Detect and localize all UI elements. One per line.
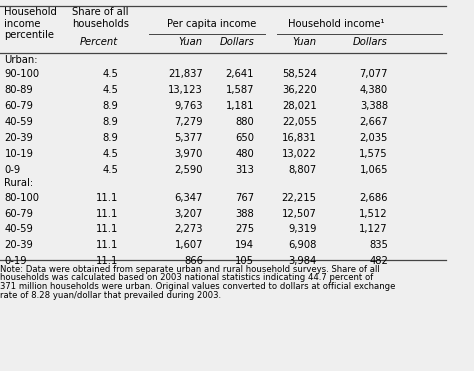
Text: 90-100: 90-100 xyxy=(4,69,40,79)
Text: 2,035: 2,035 xyxy=(360,133,388,143)
Text: 194: 194 xyxy=(235,240,254,250)
Text: 28,021: 28,021 xyxy=(282,101,317,111)
Text: 80-89: 80-89 xyxy=(4,85,33,95)
Text: 866: 866 xyxy=(184,256,203,266)
Text: 60-79: 60-79 xyxy=(4,101,34,111)
Text: 11.1: 11.1 xyxy=(96,240,118,250)
Text: Yuan: Yuan xyxy=(179,37,203,47)
Text: 8,807: 8,807 xyxy=(288,165,317,175)
Text: 2,686: 2,686 xyxy=(359,193,388,203)
Text: 0-19: 0-19 xyxy=(4,256,27,266)
Text: income: income xyxy=(4,19,41,29)
Text: Urban:: Urban: xyxy=(4,55,38,65)
Text: 13,123: 13,123 xyxy=(168,85,203,95)
Text: 4,380: 4,380 xyxy=(360,85,388,95)
Text: 40-59: 40-59 xyxy=(4,224,33,234)
Text: Household: Household xyxy=(4,7,57,17)
Text: 11.1: 11.1 xyxy=(96,256,118,266)
Text: 11.1: 11.1 xyxy=(96,224,118,234)
Text: 11.1: 11.1 xyxy=(96,193,118,203)
Text: 2,667: 2,667 xyxy=(359,117,388,127)
Text: Yuan: Yuan xyxy=(292,37,317,47)
Text: 8.9: 8.9 xyxy=(102,133,118,143)
Text: 8.9: 8.9 xyxy=(102,101,118,111)
Text: 6,347: 6,347 xyxy=(174,193,203,203)
Text: 2,641: 2,641 xyxy=(226,69,254,79)
Text: 3,984: 3,984 xyxy=(288,256,317,266)
Text: 1,587: 1,587 xyxy=(226,85,254,95)
Text: Dollars: Dollars xyxy=(219,37,254,47)
Text: percentile: percentile xyxy=(4,30,55,40)
Text: Rural:: Rural: xyxy=(4,178,34,188)
Text: 1,512: 1,512 xyxy=(359,209,388,219)
Text: 6,908: 6,908 xyxy=(288,240,317,250)
Text: 11.1: 11.1 xyxy=(96,209,118,219)
Text: 40-59: 40-59 xyxy=(4,117,33,127)
Text: 4.5: 4.5 xyxy=(102,149,118,159)
Text: 3,970: 3,970 xyxy=(174,149,203,159)
Text: 12,507: 12,507 xyxy=(282,209,317,219)
Text: 482: 482 xyxy=(369,256,388,266)
Text: Note: Data were obtained from separate urban and rural household surveys. Share : Note: Data were obtained from separate u… xyxy=(0,265,380,273)
Text: 36,220: 36,220 xyxy=(282,85,317,95)
Text: 4.5: 4.5 xyxy=(102,165,118,175)
Text: 60-79: 60-79 xyxy=(4,209,34,219)
Text: 388: 388 xyxy=(236,209,254,219)
Text: 4.5: 4.5 xyxy=(102,85,118,95)
Text: 650: 650 xyxy=(235,133,254,143)
Text: 3,388: 3,388 xyxy=(360,101,388,111)
Text: 22,215: 22,215 xyxy=(282,193,317,203)
Text: 371 million households were urban. Original values converted to dollars at offic: 371 million households were urban. Origi… xyxy=(0,282,395,291)
Text: 58,524: 58,524 xyxy=(282,69,317,79)
Text: 21,837: 21,837 xyxy=(168,69,203,79)
Text: 9,319: 9,319 xyxy=(288,224,317,234)
Text: 1,575: 1,575 xyxy=(359,149,388,159)
Text: 10-19: 10-19 xyxy=(4,149,34,159)
Text: 1,181: 1,181 xyxy=(226,101,254,111)
Text: 20-39: 20-39 xyxy=(4,240,33,250)
Text: 20-39: 20-39 xyxy=(4,133,33,143)
Text: 8.9: 8.9 xyxy=(102,117,118,127)
Text: 2,273: 2,273 xyxy=(174,224,203,234)
Text: 835: 835 xyxy=(369,240,388,250)
Text: 80-100: 80-100 xyxy=(4,193,39,203)
Text: 0-9: 0-9 xyxy=(4,165,21,175)
Text: 7,279: 7,279 xyxy=(174,117,203,127)
Text: Per capita income: Per capita income xyxy=(167,19,256,29)
Text: 105: 105 xyxy=(235,256,254,266)
Text: households: households xyxy=(72,19,129,29)
Text: 275: 275 xyxy=(235,224,254,234)
Text: 1,065: 1,065 xyxy=(359,165,388,175)
Text: 4.5: 4.5 xyxy=(102,69,118,79)
Text: 2,590: 2,590 xyxy=(174,165,203,175)
Text: 5,377: 5,377 xyxy=(174,133,203,143)
Text: 9,763: 9,763 xyxy=(174,101,203,111)
Text: Household income¹: Household income¹ xyxy=(289,19,385,29)
Text: 1,607: 1,607 xyxy=(174,240,203,250)
Text: Percent: Percent xyxy=(80,37,118,47)
Text: 880: 880 xyxy=(236,117,254,127)
Text: 22,055: 22,055 xyxy=(282,117,317,127)
Text: 767: 767 xyxy=(235,193,254,203)
Text: 13,022: 13,022 xyxy=(282,149,317,159)
Text: 1,127: 1,127 xyxy=(359,224,388,234)
Text: 16,831: 16,831 xyxy=(282,133,317,143)
Text: 7,077: 7,077 xyxy=(359,69,388,79)
Text: rate of 8.28 yuan/dollar that prevailed during 2003.: rate of 8.28 yuan/dollar that prevailed … xyxy=(0,291,221,300)
Text: Dollars: Dollars xyxy=(353,37,388,47)
Text: 3,207: 3,207 xyxy=(174,209,203,219)
Text: 313: 313 xyxy=(235,165,254,175)
Text: Share of all: Share of all xyxy=(72,7,128,17)
Text: 480: 480 xyxy=(236,149,254,159)
Text: households was calculated based on 2003 national statistics indicating 44.7 perc: households was calculated based on 2003 … xyxy=(0,273,373,282)
